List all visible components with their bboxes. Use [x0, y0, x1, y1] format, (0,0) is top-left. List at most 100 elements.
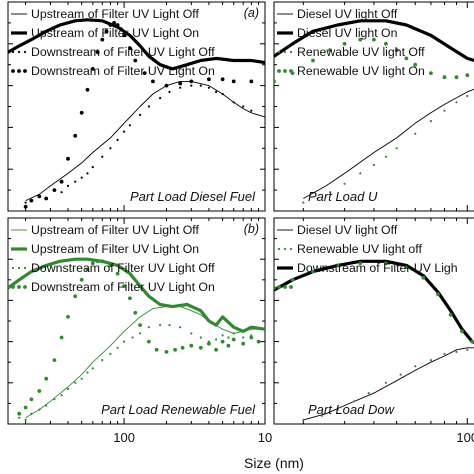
data-point — [189, 79, 194, 84]
x-axis-label: Size (nm) — [244, 455, 304, 471]
series-line — [25, 306, 265, 419]
data-point — [86, 172, 89, 175]
data-point — [122, 284, 126, 288]
data-point — [399, 373, 402, 376]
data-point — [454, 75, 459, 80]
data-point — [413, 62, 418, 67]
legend-entry: Upstream of Filter UV Light Off — [31, 7, 199, 21]
data-point — [249, 335, 254, 340]
data-point — [90, 67, 95, 71]
legend-entry: Downstream of Filter UV Ligh — [297, 261, 458, 275]
legend-entry: Diesel UV light Off — [297, 7, 398, 21]
data-point — [59, 179, 64, 184]
series-2 — [302, 348, 469, 421]
data-point — [80, 377, 83, 380]
data-point — [60, 394, 63, 397]
legend-swatch-dot — [11, 285, 15, 289]
data-point — [343, 182, 346, 185]
data-point — [17, 411, 22, 416]
data-point — [190, 84, 193, 87]
data-point — [131, 336, 134, 339]
series-4 — [23, 21, 254, 209]
data-point — [207, 341, 211, 346]
data-point — [242, 336, 245, 339]
data-point — [384, 381, 387, 384]
legend-entry: Upstream of Filter UV Light Off — [31, 223, 199, 237]
series-3 — [18, 324, 253, 421]
data-point — [154, 347, 159, 352]
legend-swatch-dot — [277, 285, 281, 289]
data-point — [74, 180, 77, 183]
x-tick-label: 100 — [113, 430, 135, 445]
data-point — [404, 265, 409, 270]
legend-swatch-dot — [11, 50, 15, 54]
data-point — [436, 292, 440, 297]
data-point — [115, 23, 120, 27]
data-point — [122, 33, 126, 38]
legend-swatch-dot — [17, 266, 21, 270]
data-point — [358, 261, 363, 266]
data-point — [215, 90, 218, 93]
data-point — [242, 105, 245, 108]
legend-swatch-dot — [277, 247, 281, 251]
legend-swatch-dot — [289, 50, 293, 54]
data-point — [180, 345, 185, 350]
data-point — [85, 87, 90, 92]
plot-area — [274, 2, 474, 211]
legend-swatch-dot — [23, 69, 27, 73]
series-4 — [17, 259, 261, 416]
data-point — [37, 389, 42, 393]
data-point — [108, 23, 113, 27]
data-point — [159, 97, 162, 100]
data-point — [23, 405, 28, 410]
data-point — [455, 101, 458, 104]
data-point — [359, 172, 362, 175]
legend-swatch-dot — [17, 50, 21, 54]
data-point — [227, 336, 230, 339]
data-point — [23, 204, 28, 209]
series-1 — [303, 347, 474, 421]
legend-swatch-dot — [11, 69, 15, 73]
data-point — [116, 138, 119, 141]
legend-entry: Downstream of Filter UV Light On — [31, 64, 215, 78]
data-point — [60, 191, 63, 194]
series-4 — [274, 261, 474, 344]
data-point — [189, 343, 194, 348]
data-point — [59, 335, 64, 340]
data-point — [79, 277, 84, 282]
data-point — [127, 296, 132, 301]
data-point — [112, 21, 116, 25]
series-line — [303, 347, 474, 421]
data-point — [221, 92, 224, 96]
data-point — [311, 58, 315, 63]
legend-swatch-dot — [23, 266, 27, 270]
data-point — [147, 339, 151, 344]
data-point — [101, 359, 104, 362]
legend-swatch-dot — [17, 69, 21, 73]
data-point — [95, 50, 100, 55]
data-point — [342, 41, 347, 46]
data-point — [335, 263, 340, 268]
data-point — [44, 196, 49, 201]
panel-2: Diesel UV light Off Diesel UV light On Ren… — [273, 1, 474, 212]
data-point — [328, 191, 332, 194]
data-point — [30, 412, 33, 415]
data-point — [179, 326, 182, 329]
legend-entry: Downstream of Filter UV Light Off — [31, 45, 215, 59]
data-point — [372, 163, 375, 167]
series-line — [8, 257, 265, 333]
series-3 — [302, 94, 469, 204]
series-2 — [8, 257, 265, 333]
data-point — [336, 408, 339, 411]
data-point — [52, 358, 57, 362]
data-point — [128, 124, 131, 127]
data-point — [443, 352, 446, 356]
legend: Upstream of Filter UV Light Off Upstream … — [11, 7, 256, 204]
data-point — [384, 155, 387, 158]
data-point — [316, 197, 319, 200]
data-point — [66, 387, 70, 391]
data-point — [109, 147, 112, 150]
data-point — [367, 392, 370, 395]
data-point — [24, 201, 27, 204]
legend-swatch-dot — [277, 50, 281, 54]
